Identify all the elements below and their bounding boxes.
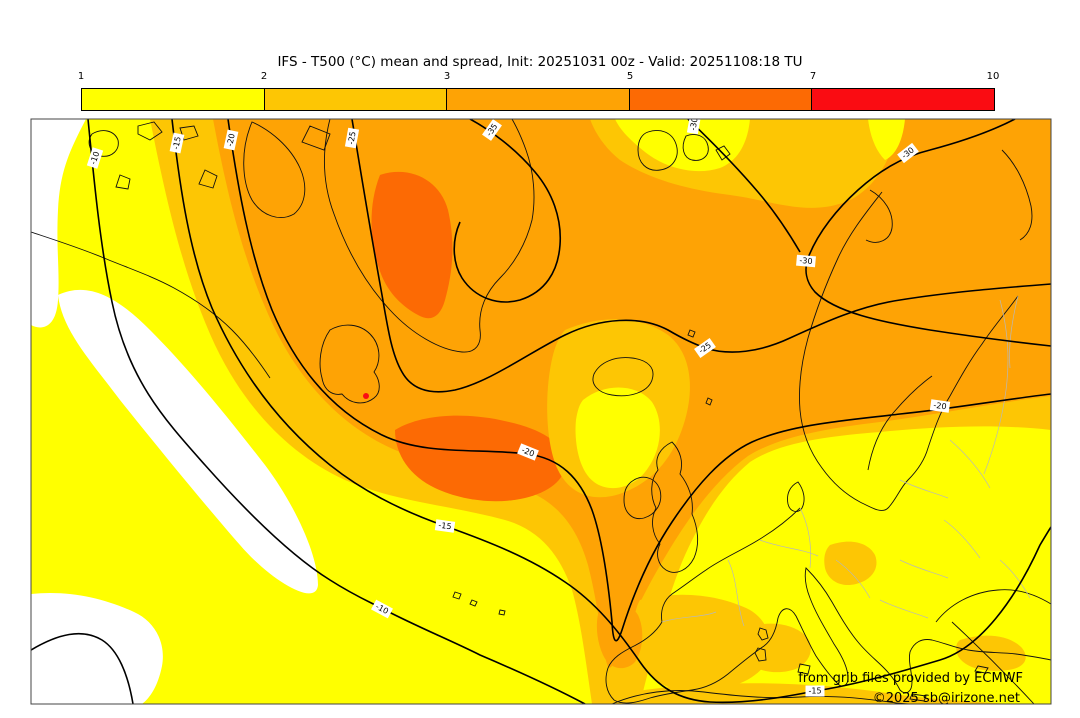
svg-text:-10: -10 [89, 150, 102, 165]
fill-sicily-golden [737, 623, 811, 673]
colorbar-segment [264, 89, 448, 110]
temperature-contours [31, 119, 1051, 704]
contour-minus35 [453, 119, 562, 303]
attribution-line1: from grib files provided by ECMWF [798, 671, 1023, 686]
svg-text:-30: -30 [799, 256, 813, 266]
contour-label: -30 [796, 254, 816, 268]
colorbar-tick-label: 2 [260, 71, 268, 82]
colorbar-tick-label: 10 [986, 71, 1000, 82]
contour-label: -15 [805, 685, 825, 697]
contour-label: -35 [482, 119, 502, 141]
fill-spread-5-7-atlantic [395, 415, 566, 502]
contour-label: -25 [344, 127, 360, 149]
colorbar-tick-label: 1 [77, 71, 85, 82]
fill-spread-7-10-speck [363, 393, 369, 399]
colorbar-tick-label: 3 [443, 71, 451, 82]
fill-barents-yellow [868, 119, 905, 160]
svg-text:-15: -15 [171, 136, 183, 151]
contour-label: -20 [929, 399, 951, 413]
attribution-line2: ©2025 sb@irizone.net [873, 691, 1020, 706]
fill-iceland-yellow [575, 387, 660, 489]
contour-minus5 [31, 632, 134, 704]
fill-spread-5-7-greenland [371, 171, 453, 319]
fill-balkan-golden [824, 541, 877, 586]
fill-spread-lt1-bottom [31, 592, 163, 704]
colorbar [81, 88, 995, 111]
svg-text:-15: -15 [808, 687, 821, 696]
country-borders [661, 295, 1031, 627]
contour-minus20 [227, 119, 1051, 642]
contour-label: -15 [169, 132, 185, 154]
contour-minus30-branch [687, 119, 801, 253]
contour-minus10 [87, 119, 586, 704]
colorbar-segment [812, 89, 994, 110]
colorbar-segment [447, 89, 630, 110]
contour-labels: -10 -15 -20 -25 -35 -30 -30 -30 -25 -20 -20 -15 -10 -… [86, 117, 951, 697]
contour-label: -25 [694, 338, 716, 358]
contour-minus25 [351, 119, 1051, 393]
svg-text:-25: -25 [346, 131, 357, 145]
svg-text:-15: -15 [438, 521, 452, 532]
colorbar-tick-label: 7 [809, 71, 817, 82]
colorbar-ticks: 1 2 3 5 7 10 [0, 71, 1080, 85]
coastlines [31, 119, 1051, 704]
fill-spread-lt1-topleft [31, 119, 86, 328]
contour-label: -20 [223, 129, 239, 151]
colorbar-tick-label: 5 [626, 71, 634, 82]
colorbar-segment [629, 89, 813, 110]
contour-label: -10 [86, 147, 104, 169]
fill-spread-lt1-band [58, 289, 318, 594]
svg-text:-20: -20 [933, 401, 947, 412]
contour-label: -15 [434, 519, 456, 533]
colorbar-segment [82, 89, 265, 110]
svg-text:-20: -20 [225, 133, 237, 148]
chart-title: IFS - T500 (°C) mean and spread, Init: 2… [277, 54, 803, 70]
contour-label: -20 [517, 443, 539, 461]
contour-label: -10 [371, 599, 393, 619]
contour-label: -30 [686, 117, 702, 135]
contour-minus15 [171, 119, 1051, 704]
svg-text:-30: -30 [688, 117, 699, 131]
map-border [30, 118, 1052, 705]
fill-levant-golden [956, 635, 1026, 671]
contour-label: -30 [897, 142, 919, 164]
